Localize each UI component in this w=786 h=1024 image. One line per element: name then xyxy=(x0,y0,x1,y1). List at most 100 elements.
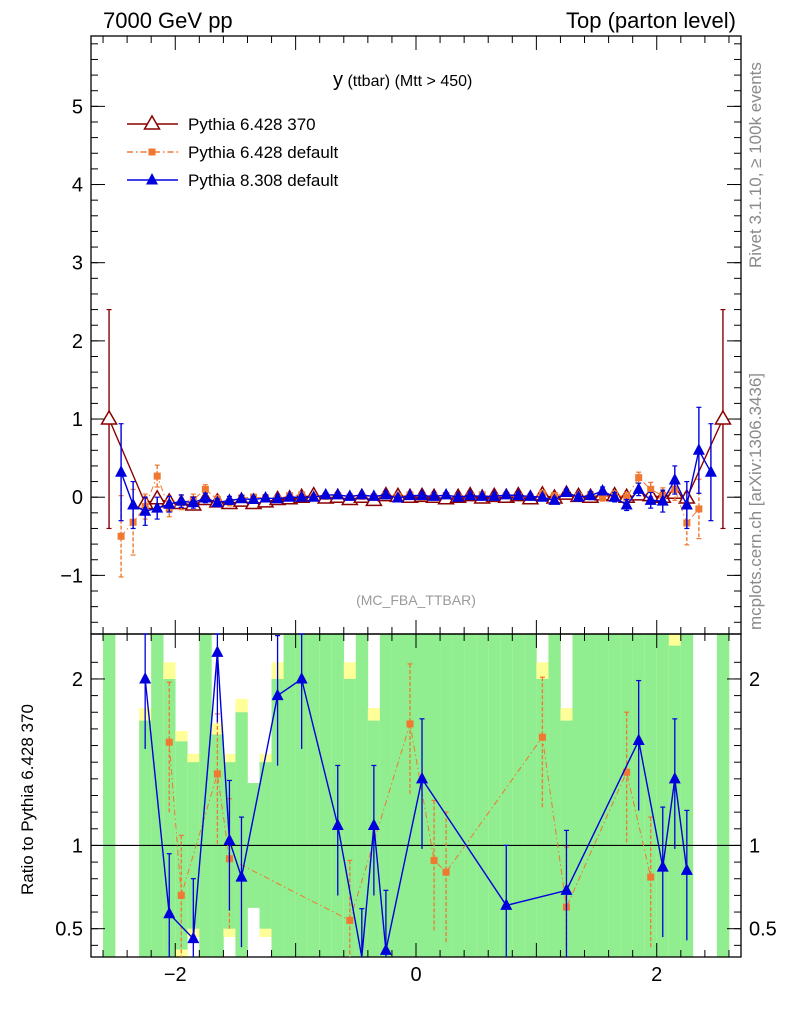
ratio-data-point xyxy=(416,771,429,784)
data-point xyxy=(355,487,368,500)
data-point xyxy=(100,409,118,425)
ratio-data-point xyxy=(223,833,236,845)
data-point xyxy=(428,489,441,501)
ratio-data-point xyxy=(538,733,546,741)
ratio-band-stat xyxy=(319,634,333,957)
main-plot-axes: −1 0 1 2 3 4 5 xyxy=(60,35,742,635)
ratio-band-stat xyxy=(512,634,525,957)
data-point xyxy=(307,490,320,502)
ratio-band-stat xyxy=(596,634,609,957)
ratio-y-tick-label: 2 xyxy=(72,669,83,691)
ratio-band-stat xyxy=(488,634,501,957)
ratio-band-stat xyxy=(452,634,465,957)
ratio-data-point xyxy=(177,891,185,899)
ratio-y-tick-label: 1 xyxy=(72,835,83,857)
data-point xyxy=(175,494,188,506)
ratio-band-stat xyxy=(271,678,284,957)
legend-marker xyxy=(146,173,158,185)
ratio-band-stat xyxy=(355,634,369,957)
data-point xyxy=(644,493,657,505)
ratio-data-point xyxy=(346,916,354,924)
legend-marker xyxy=(148,148,156,156)
legend: Pythia 6.428 370 Pythia 6.428 default Pyth… xyxy=(127,114,339,190)
data-point xyxy=(115,465,128,477)
main-y-tick-label: 5 xyxy=(72,96,83,118)
data-point xyxy=(199,490,212,503)
main-plot-series xyxy=(100,308,732,578)
ratio-band-stat xyxy=(680,634,694,957)
data-point xyxy=(536,490,549,502)
ratio-data-point xyxy=(295,671,308,684)
data-point xyxy=(560,485,573,498)
ratio-y-axis-label: Ratio to Pythia 6.428 370 xyxy=(18,704,37,895)
data-point xyxy=(695,505,703,513)
ratio-band-stat xyxy=(428,634,441,957)
data-point xyxy=(331,487,344,500)
data-point xyxy=(476,489,489,501)
legend-label: Pythia 8.308 default xyxy=(188,171,339,190)
legend-label: Pythia 6.428 default xyxy=(188,143,339,162)
data-point xyxy=(500,487,513,500)
data-point xyxy=(524,489,537,501)
data-point xyxy=(379,487,392,500)
main-y-tick-label: 0 xyxy=(72,487,83,509)
data-point xyxy=(201,485,209,493)
ratio-plot-series xyxy=(139,633,693,958)
ratio-band-stat xyxy=(500,634,513,957)
series-line-0 xyxy=(108,418,724,506)
ratio-x-tick-label: 2 xyxy=(651,964,662,986)
data-point xyxy=(367,489,380,501)
ratio-band-stat xyxy=(343,678,357,957)
data-point xyxy=(271,491,284,504)
ratio-band-stat xyxy=(307,634,321,957)
header-right: Top (parton level) xyxy=(566,8,736,33)
ratio-band-stat xyxy=(608,634,621,957)
ratio-data-point xyxy=(211,645,224,657)
data-point xyxy=(584,488,597,501)
ratio-band-stat xyxy=(548,634,561,957)
ratio-y-tick-label: 0.5 xyxy=(55,919,83,941)
data-point xyxy=(235,491,248,504)
data-point xyxy=(127,498,140,510)
data-point xyxy=(153,472,161,480)
ratio-band-stat xyxy=(476,634,489,957)
ratio-y-tick-label-right: 0.5 xyxy=(749,919,777,941)
ratio-data-point xyxy=(560,883,573,895)
ratio-data-point xyxy=(235,870,248,882)
ratio-band-stat xyxy=(536,678,549,957)
data-point xyxy=(117,532,125,540)
data-point xyxy=(656,494,669,506)
data-point xyxy=(623,493,631,501)
ratio-band-stat xyxy=(572,634,585,957)
data-point xyxy=(151,501,164,513)
data-point xyxy=(548,493,561,505)
data-point xyxy=(163,497,176,509)
ratio-data-point xyxy=(213,770,221,778)
data-point xyxy=(223,493,236,505)
ratio-data-point xyxy=(406,720,414,728)
ratio-data-point xyxy=(442,868,450,876)
ratio-data-point xyxy=(367,818,380,830)
ratio-band-stat xyxy=(283,634,296,957)
data-point xyxy=(343,489,356,501)
data-point xyxy=(647,485,655,493)
data-point xyxy=(452,490,465,502)
main-y-tick-label: 1 xyxy=(72,409,83,431)
ratio-series-line-0 xyxy=(168,723,652,922)
data-point xyxy=(319,487,332,500)
ratio-x-tick-label: 0 xyxy=(410,964,421,986)
ratio-plot-axes: 0.5 0.5 1 1 2 2 −2 0 2 xyxy=(55,633,777,986)
main-y-tick-label: 4 xyxy=(72,175,83,197)
ratio-y-tick-label-right: 1 xyxy=(749,835,760,857)
data-point xyxy=(704,465,717,477)
data-point xyxy=(391,490,404,503)
ratio-data-point xyxy=(379,943,392,955)
main-y-tick-label: 2 xyxy=(72,331,83,353)
ratio-data-point xyxy=(165,738,173,746)
ratio-data-point xyxy=(632,733,645,746)
data-point xyxy=(512,488,525,501)
legend-marker xyxy=(143,114,161,130)
data-point xyxy=(714,409,732,425)
main-y-tick-label: 3 xyxy=(72,253,83,275)
